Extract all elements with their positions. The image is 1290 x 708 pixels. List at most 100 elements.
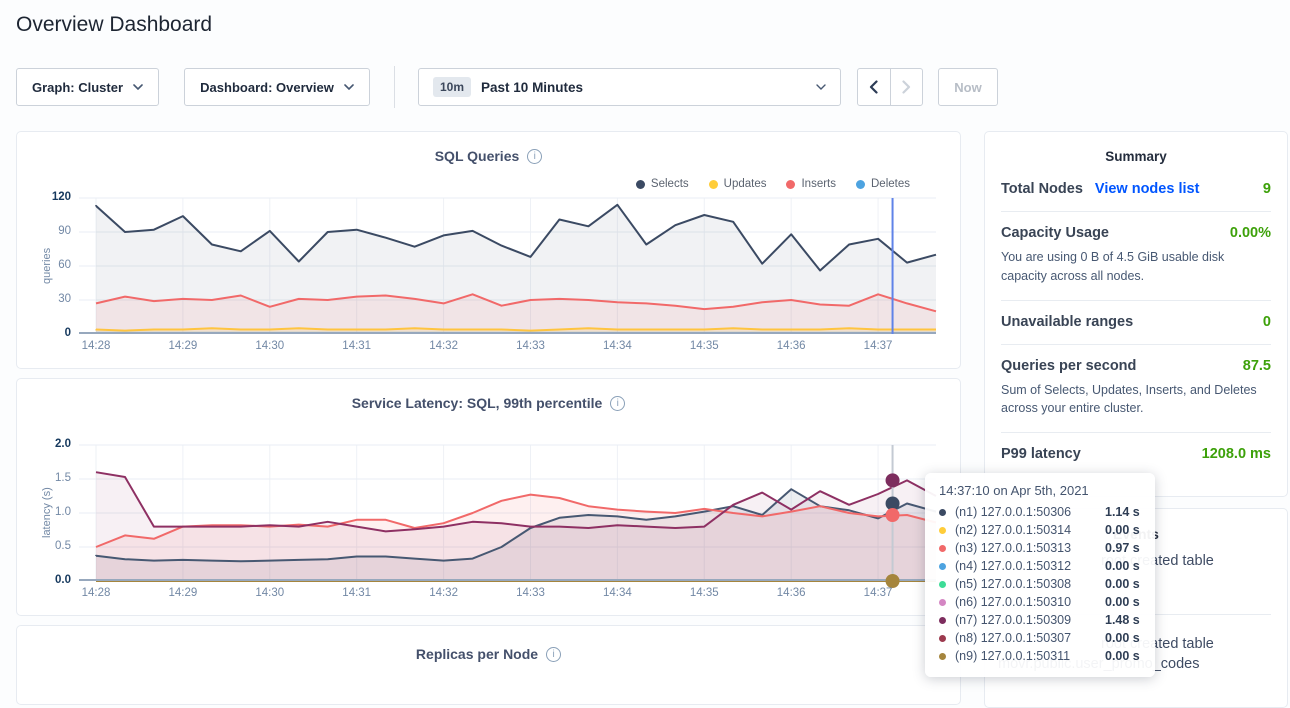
- tooltip-node-value: 0.00 s: [1105, 559, 1140, 573]
- summary-row-main: Queries per second87.5: [1001, 358, 1271, 374]
- tooltip-row: (n5) 127.0.0.1:503080.00 s: [939, 575, 1141, 593]
- x-tick-label: 14:37: [848, 340, 908, 352]
- tooltip-node-label: (n6) 127.0.0.1:50310: [955, 595, 1105, 609]
- node-color-dot: [939, 635, 946, 642]
- summary-row-value: 1208.0 ms: [1202, 446, 1271, 462]
- time-range-badge: 10m: [433, 77, 471, 97]
- legend-item-Updates[interactable]: Updates: [709, 178, 767, 190]
- summary-row: Total NodesView nodes list9: [1001, 168, 1271, 212]
- x-tick-label: 14:35: [674, 340, 734, 352]
- x-tick-label: 14:33: [500, 587, 560, 599]
- chart-title: Replicas per Node: [416, 646, 538, 662]
- legend-item-Deletes[interactable]: Deletes: [856, 178, 910, 190]
- chevron-down-icon: [816, 84, 826, 90]
- y-axis-unit-label: latency (s): [41, 458, 53, 568]
- chevron-down-icon: [133, 84, 143, 90]
- tooltip-node-label: (n4) 127.0.0.1:50312: [955, 559, 1105, 573]
- x-tick-label: 14:29: [153, 587, 213, 599]
- x-tick-label: 14:30: [240, 587, 300, 599]
- time-step-group: [857, 68, 923, 106]
- summary-row-subtext: You are using 0 B of 4.5 GiB usable disk…: [1001, 248, 1271, 286]
- tooltip-node-label: (n2) 127.0.0.1:50314: [955, 523, 1105, 537]
- node-color-dot: [939, 527, 946, 534]
- legend-label: Updates: [724, 178, 767, 190]
- summary-row-subtext: Sum of Selects, Updates, Inserts, and De…: [1001, 381, 1271, 419]
- legend-label: Selects: [651, 178, 689, 190]
- summary-row-main: Capacity Usage0.00%: [1001, 225, 1271, 241]
- x-tick-label: 14:31: [327, 587, 387, 599]
- summary-row-main: Unavailable ranges0: [1001, 314, 1271, 330]
- x-tick-label: 14:37: [848, 587, 908, 599]
- summary-row-main: Total NodesView nodes list9: [1001, 181, 1271, 197]
- summary-row-label: P99 latency: [1001, 446, 1081, 462]
- legend-color-dot: [636, 180, 645, 189]
- summary-row-value: 0.00%: [1230, 225, 1271, 241]
- time-range-label: Past 10 Minutes: [481, 80, 583, 95]
- service-latency-panel: Service Latency: SQL, 99th percentile i …: [16, 378, 961, 616]
- tooltip-timestamp: 14:37:10 on Apr 5th, 2021: [939, 483, 1141, 498]
- tooltip-row: (n3) 127.0.0.1:503130.97 s: [939, 539, 1141, 557]
- x-tick-label: 14:36: [761, 340, 821, 352]
- sql-queries-panel: SQL Queries i 030609012014:2814:2914:301…: [16, 131, 961, 369]
- chart-legend: Selects Updates Inserts Deletes: [636, 178, 910, 190]
- legend-label: Deletes: [871, 178, 910, 190]
- x-tick-label: 14:31: [327, 340, 387, 352]
- tooltip-node-value: 0.00 s: [1105, 631, 1140, 645]
- node-color-dot: [939, 509, 946, 516]
- node-color-dot: [939, 545, 946, 552]
- tooltip-node-value: 1.48 s: [1105, 613, 1140, 627]
- y-tick-label: 0: [29, 327, 71, 339]
- previous-time-button[interactable]: [858, 69, 890, 105]
- hover-data-dot: [886, 508, 900, 522]
- replicas-per-node-panel: Replicas per Node i: [16, 625, 961, 705]
- legend-color-dot: [709, 180, 718, 189]
- legend-label: Inserts: [801, 178, 836, 190]
- node-color-dot: [939, 581, 946, 588]
- y-tick-label: 0.0: [29, 574, 71, 586]
- summary-row: Unavailable ranges0: [1001, 301, 1271, 345]
- x-tick-label: 14:32: [414, 340, 474, 352]
- page-title: Overview Dashboard: [16, 13, 212, 37]
- tooltip-row: (n1) 127.0.0.1:503061.14 s: [939, 503, 1141, 521]
- graph-dropdown[interactable]: Graph: Cluster: [16, 68, 159, 106]
- tooltip-node-value: 0.00 s: [1105, 595, 1140, 609]
- node-color-dot: [939, 653, 946, 660]
- sql-queries-chart: 030609012014:2814:2914:3014:3114:3214:33…: [17, 132, 960, 368]
- view-nodes-list-link[interactable]: View nodes list: [1095, 181, 1200, 197]
- tooltip-node-label: (n7) 127.0.0.1:50309: [955, 613, 1105, 627]
- summary-row-main: P99 latency 1208.0 ms: [1001, 446, 1271, 462]
- toolbar-divider: [394, 66, 395, 108]
- legend-item-Inserts[interactable]: Inserts: [786, 178, 836, 190]
- x-tick-label: 14:28: [66, 587, 126, 599]
- summary-row: Queries per second87.5 Sum of Selects, Up…: [1001, 345, 1271, 434]
- x-tick-label: 14:34: [587, 587, 647, 599]
- tooltip-node-label: (n1) 127.0.0.1:50306: [955, 505, 1105, 519]
- summary-row: Capacity Usage0.00% You are using 0 B of …: [1001, 212, 1271, 301]
- summary-panel: Summary Total NodesView nodes list9Capac…: [984, 131, 1288, 497]
- dashboard-dropdown[interactable]: Dashboard: Overview: [184, 68, 370, 106]
- tooltip-row: (n2) 127.0.0.1:503140.00 s: [939, 521, 1141, 539]
- tooltip-node-value: 0.97 s: [1105, 541, 1140, 555]
- tooltip-row: (n9) 127.0.0.1:503110.00 s: [939, 647, 1141, 665]
- tooltip-node-label: (n5) 127.0.0.1:50308: [955, 577, 1105, 591]
- now-button[interactable]: Now: [938, 68, 998, 106]
- x-tick-label: 14:36: [761, 587, 821, 599]
- tooltip-row: (n4) 127.0.0.1:503120.00 s: [939, 557, 1141, 575]
- x-tick-label: 14:34: [587, 340, 647, 352]
- y-tick-label: 2.0: [29, 438, 71, 450]
- graph-dropdown-label: Graph: Cluster: [32, 80, 123, 95]
- x-tick-label: 14:33: [500, 340, 560, 352]
- tooltip-node-value: 0.00 s: [1105, 577, 1140, 591]
- summary-row-value: 9: [1263, 181, 1271, 197]
- chart-plot-area: [79, 198, 936, 334]
- legend-item-Selects[interactable]: Selects: [636, 178, 689, 190]
- summary-row: P99 latency 1208.0 ms: [1001, 433, 1271, 476]
- chart-hover-tooltip: 14:37:10 on Apr 5th, 2021 (n1) 127.0.0.1…: [925, 473, 1155, 677]
- next-time-button[interactable]: [890, 69, 922, 105]
- tooltip-row: (n7) 127.0.0.1:503091.48 s: [939, 611, 1141, 629]
- tooltip-row: (n8) 127.0.0.1:503070.00 s: [939, 629, 1141, 647]
- info-icon[interactable]: i: [546, 647, 561, 662]
- node-color-dot: [939, 563, 946, 570]
- time-range-dropdown[interactable]: 10m Past 10 Minutes: [418, 68, 841, 106]
- x-tick-label: 14:32: [414, 587, 474, 599]
